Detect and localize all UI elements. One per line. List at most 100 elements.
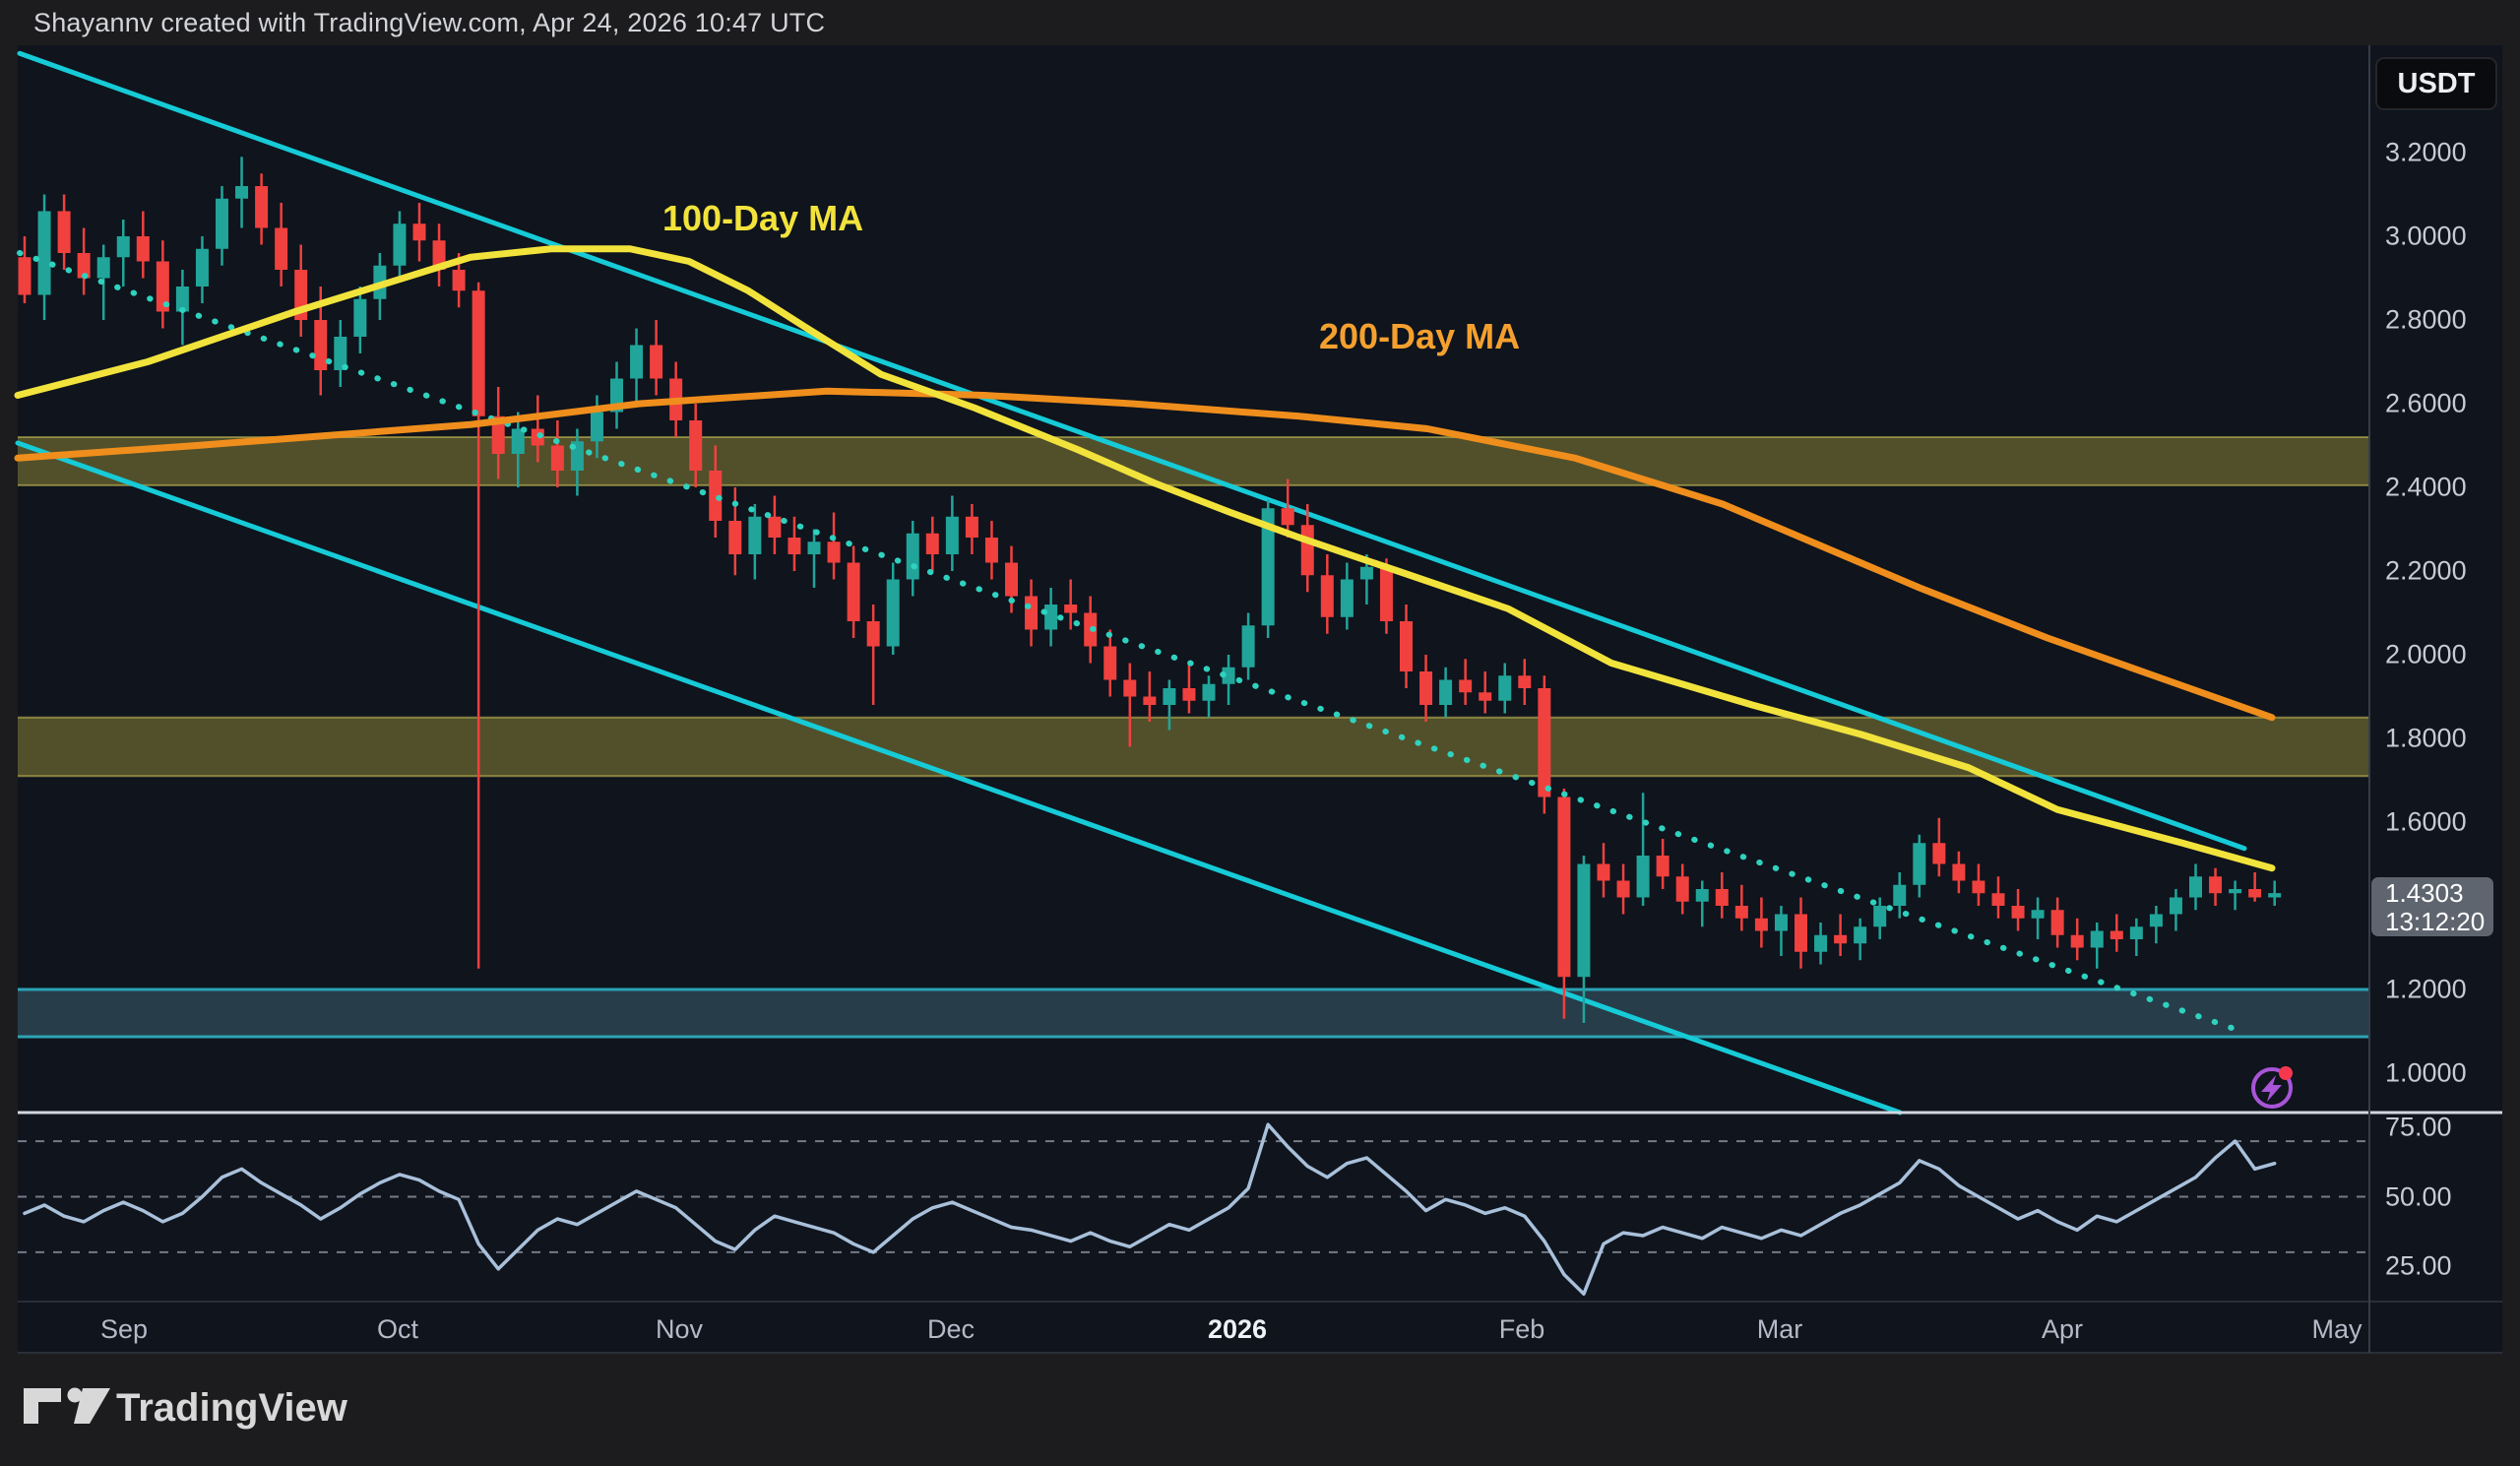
lightning-icon[interactable] — [2251, 1067, 2293, 1109]
candle-body — [2129, 926, 2143, 939]
candle-body — [1991, 893, 2005, 906]
candle-body — [1754, 918, 1768, 931]
tradingview-brand-text: TradingView — [116, 1386, 347, 1430]
time-axis-label-nov: Nov — [655, 1314, 704, 1344]
candle-body — [1123, 679, 1137, 697]
candle-body — [1025, 596, 1039, 630]
candle-body — [1241, 625, 1255, 668]
candle-body — [116, 236, 130, 258]
candle-body — [945, 516, 959, 554]
candle-body — [689, 420, 703, 471]
candle-body — [1597, 863, 1610, 881]
last-price-value: 1.4303 — [2385, 878, 2464, 908]
candle-body — [1873, 906, 1887, 927]
channel-bottom-trendline[interactable] — [15, 440, 1903, 1115]
tradingview-logo-seven-icon — [74, 1388, 110, 1424]
candle-body — [1814, 934, 1828, 952]
candle-body — [1557, 797, 1571, 978]
candle-body — [1538, 688, 1551, 797]
candle-body — [1952, 863, 1966, 881]
candle-body — [1419, 671, 1433, 705]
candle-body — [1143, 696, 1157, 705]
price-tick-label: 2.2000 — [2385, 555, 2467, 586]
candle-body — [2090, 930, 2104, 948]
candle-body — [1064, 605, 1078, 613]
candle-body — [925, 533, 939, 554]
ma100-line[interactable] — [14, 245, 2276, 872]
candle-body — [491, 415, 505, 454]
candle-body — [984, 538, 998, 563]
candle-body — [1479, 692, 1492, 701]
candle-body — [1656, 856, 1670, 877]
candle-body — [1616, 880, 1630, 898]
rsi-tick-label: 75.00 — [2385, 1112, 2452, 1142]
candle-body — [235, 186, 249, 199]
candle-body — [827, 542, 841, 563]
candle-body — [136, 236, 150, 262]
candle-body — [452, 270, 466, 291]
candle-body — [1518, 675, 1532, 688]
rsi-line — [23, 1122, 2277, 1296]
candle-body — [2070, 934, 2084, 948]
candle-body — [1359, 566, 1373, 580]
candle-body — [1340, 579, 1354, 617]
candle-body — [216, 198, 228, 249]
candle-body — [550, 445, 564, 471]
ma100-annotation: 100-Day MA — [662, 198, 864, 238]
candle-body — [1320, 575, 1334, 617]
candle-body — [1182, 688, 1196, 701]
candle-body — [1893, 884, 1907, 906]
candle-body — [57, 211, 71, 253]
currency-usdt-button[interactable]: USDT — [2375, 57, 2497, 110]
candle-body — [1163, 688, 1176, 705]
price-tick-label: 3.2000 — [2385, 137, 2467, 167]
candle-body — [847, 562, 860, 621]
candle-body — [2229, 889, 2242, 894]
tradingview-logo-dot-icon — [67, 1387, 83, 1403]
support-zone-low — [18, 989, 2369, 1038]
candle-body — [965, 516, 978, 538]
candle-body — [472, 290, 485, 416]
time-axis-label-feb: Feb — [1498, 1314, 1545, 1344]
candle-body — [1261, 508, 1275, 626]
candle-body — [96, 257, 110, 279]
candle-body — [728, 521, 742, 554]
candle-body — [1459, 679, 1473, 693]
candle-body — [1932, 843, 1946, 864]
candle-body — [2110, 930, 2123, 939]
candle-body — [2248, 889, 2262, 898]
inner-resistance-dotted-trendline[interactable] — [17, 250, 2244, 1035]
chart-canvas[interactable] — [18, 45, 2502, 1354]
time-axis-label-2026: 2026 — [1207, 1314, 1268, 1344]
price-tick-label: 2.6000 — [2385, 388, 2467, 418]
candle-body — [2189, 876, 2202, 898]
candle-body — [886, 579, 900, 647]
candle-body — [2169, 897, 2182, 915]
countdown-timer: 13:12:20 — [2385, 907, 2486, 936]
candle-body — [175, 287, 189, 312]
candle-body — [1222, 667, 1235, 684]
ma200-line[interactable] — [14, 387, 2276, 722]
candle-body — [1300, 525, 1314, 576]
candle-body — [255, 186, 269, 228]
candle-body — [630, 345, 644, 379]
candle-body — [2050, 910, 2064, 935]
support-zone-mid — [18, 717, 2369, 777]
notification-dot-icon — [2279, 1066, 2293, 1080]
candle-body — [1715, 889, 1729, 906]
last-price-badge: 1.4303 13:12:20 — [2371, 877, 2493, 936]
candle-body — [1636, 856, 1650, 898]
candle-body — [1695, 889, 1709, 902]
price-tick-label: 1.6000 — [2385, 806, 2467, 837]
candle-body — [866, 621, 880, 647]
candle-body — [1675, 876, 1689, 902]
price-tick-label: 2.0000 — [2385, 639, 2467, 669]
candle-body — [1795, 914, 1807, 952]
candle-body — [275, 227, 288, 270]
attribution-text: Shayannv created with TradingView.com, A… — [33, 8, 826, 37]
candle-body — [18, 257, 32, 295]
candle-body — [2149, 914, 2163, 927]
time-axis-label-may: May — [2311, 1314, 2362, 1344]
channel-top-trendline[interactable] — [17, 50, 2247, 852]
